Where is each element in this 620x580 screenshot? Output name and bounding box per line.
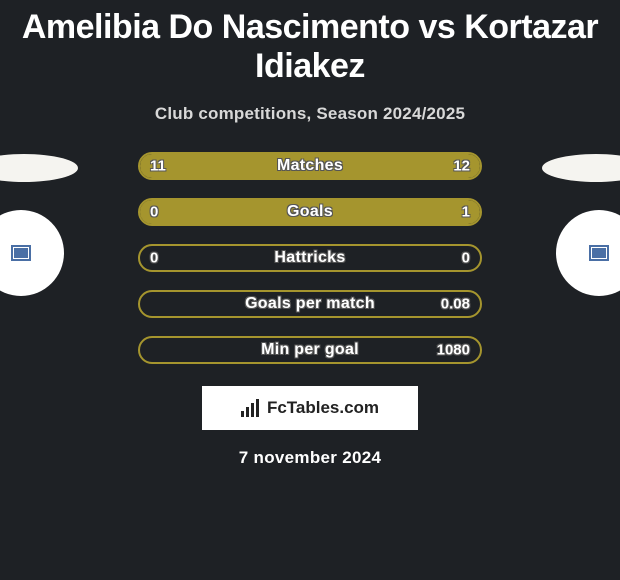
crest-left-icon [11, 245, 31, 261]
stat-value-right: 0 [462, 250, 470, 267]
stat-bar: 0 Goals 1 [138, 198, 482, 226]
crest-right-icon [589, 245, 609, 261]
crest-right [556, 210, 620, 296]
flag-left-icon [0, 154, 78, 182]
brand-chart-icon [241, 399, 261, 417]
brand-text: FcTables.com [267, 398, 379, 418]
subtitle: Club competitions, Season 2024/2025 [155, 104, 465, 124]
flag-right-icon [542, 154, 620, 182]
page-title: Amelibia Do Nascimento vs Kortazar Idiak… [0, 8, 620, 86]
stat-value-left: 0 [150, 250, 158, 267]
stat-value-left: 0 [150, 204, 158, 221]
stat-value-left: 11 [150, 158, 166, 175]
stat-bar: Min per goal 1080 [138, 336, 482, 364]
date-label: 7 november 2024 [239, 448, 381, 468]
player-right-col [482, 152, 602, 296]
stats-column: 11 Matches 12 0 Goals 1 0 Hattricks 0 Goals per m… [138, 152, 482, 364]
brand-badge[interactable]: FcTables.com [202, 386, 418, 430]
stat-label: Min per goal [261, 341, 359, 359]
stat-bar: Goals per match 0.08 [138, 290, 482, 318]
player-left-col [18, 152, 138, 296]
stat-value-right: 1080 [437, 342, 470, 359]
stat-label: Goals [287, 203, 333, 221]
stat-value-right: 1 [462, 204, 470, 221]
stat-bar: 11 Matches 12 [138, 152, 482, 180]
stat-value-right: 0.08 [441, 296, 470, 313]
stat-value-right: 12 [453, 158, 470, 175]
stat-label: Goals per match [245, 295, 375, 313]
crest-left [0, 210, 64, 296]
comparison-card: Amelibia Do Nascimento vs Kortazar Idiak… [0, 0, 620, 468]
content-row: 11 Matches 12 0 Goals 1 0 Hattricks 0 Goals per m… [0, 152, 620, 364]
stat-label: Hattricks [274, 249, 345, 267]
stat-label: Matches [277, 157, 343, 175]
stat-bar: 0 Hattricks 0 [138, 244, 482, 272]
